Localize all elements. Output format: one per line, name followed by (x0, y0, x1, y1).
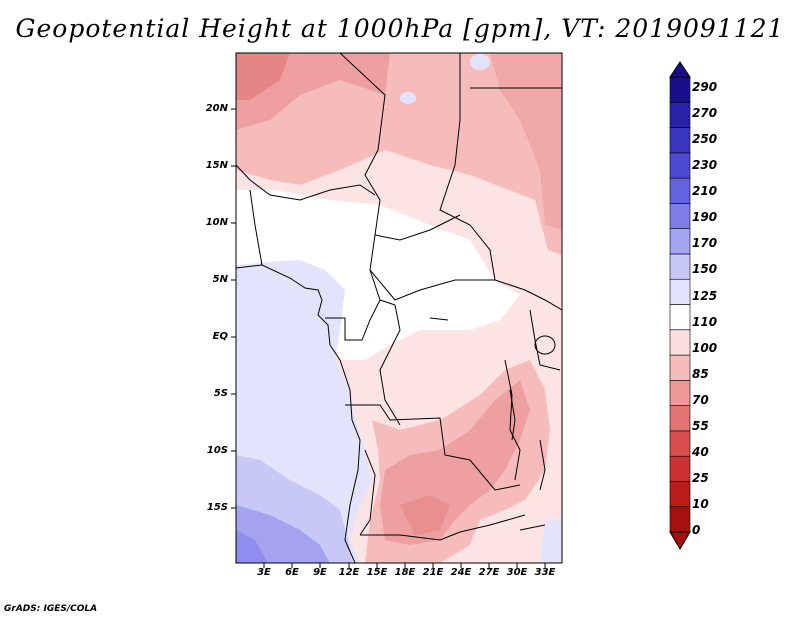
lon-label: 30E (506, 567, 528, 578)
border-angola-namibia (359, 449, 376, 536)
colorbar-segment (669, 430, 691, 457)
colorbar-segment (669, 152, 691, 179)
colorbar-segment (669, 329, 691, 356)
field-blue-spot (470, 54, 490, 70)
border-nigeria-west (249, 189, 263, 266)
border-car-north (374, 214, 461, 241)
colorbar-segment (669, 76, 691, 103)
lon-label: 3E (257, 567, 271, 578)
lake-kariba (519, 524, 546, 531)
lake-victoria (534, 335, 556, 355)
field-south-max (400, 495, 450, 535)
colorbar-label: 0 (692, 523, 701, 537)
border-niger-chad (339, 53, 396, 306)
lat-label: 10S (206, 445, 228, 456)
colorbar-segment (669, 354, 691, 381)
lon-label: 15E (366, 567, 388, 578)
colorbar-label: 150 (692, 262, 718, 276)
field-northeast-high (490, 53, 562, 230)
lon-label: 33E (534, 567, 556, 578)
lon-label: 18E (394, 567, 416, 578)
lat-label: 15S (206, 502, 228, 513)
border-lakes (504, 359, 521, 481)
lon-label: 24E (450, 567, 472, 578)
credit-text: GrADS: IGES/COLA (4, 604, 98, 614)
colorbar-label: 10 (692, 497, 709, 511)
colorbar-segment (669, 127, 691, 154)
colorbar-segment (669, 101, 691, 128)
colorbar-top-arrow (669, 61, 691, 78)
colorbar-segment (669, 177, 691, 204)
border-gabon (325, 299, 381, 341)
lat-label: 5N (212, 274, 228, 285)
lakes (429, 317, 556, 531)
colorbar-label: 100 (692, 341, 718, 355)
colorbar-label: 25 (692, 471, 709, 485)
colorbar-label: 290 (692, 80, 718, 94)
colorbar-label: 110 (692, 315, 718, 329)
lat-label: 15N (205, 160, 228, 171)
border-car-south (369, 269, 495, 301)
colorbar-segment (669, 228, 691, 255)
field-northwest-max (236, 53, 290, 100)
lat-label: 5S (213, 388, 228, 399)
colorbar-segment (669, 304, 691, 331)
colorbar-segment (669, 506, 691, 533)
colorbar-segment (669, 455, 691, 482)
lon-label: 9E (313, 567, 327, 578)
colorbar-segment (669, 278, 691, 305)
lon-label: 12E (338, 567, 360, 578)
border-east-africa (529, 309, 561, 371)
colorbar (669, 61, 691, 550)
colorbar-segment (669, 203, 691, 229)
axis-ticks (231, 108, 546, 568)
colorbar-label: 70 (692, 393, 709, 407)
colorbar-label: 85 (692, 367, 709, 381)
colorbar-segment (669, 380, 691, 406)
field-ocean-deepest (236, 530, 268, 563)
map-frame (235, 52, 563, 564)
plot-title: Geopotential Height at 1000hPa [gpm], VT… (15, 14, 785, 43)
lake-tanganyika (509, 389, 516, 441)
border-congo (379, 304, 401, 426)
lat-label: 20N (205, 103, 228, 114)
border-sahel (236, 164, 376, 201)
lake-malawi (539, 439, 546, 491)
lat-label: 10N (205, 217, 228, 228)
field-blue-spot (400, 92, 416, 104)
colorbar-label: 55 (692, 419, 709, 433)
colorbar-segment (669, 253, 691, 280)
colorbar-segment (669, 405, 691, 432)
borders (236, 53, 562, 563)
colorbar-label: 250 (692, 132, 718, 146)
colorbar-label: 190 (692, 210, 718, 224)
lon-label: 6E (285, 567, 299, 578)
field-north-band (236, 53, 562, 255)
field-southeast-blue (540, 520, 562, 563)
colorbar-label: 170 (692, 236, 718, 250)
border-southern (360, 514, 526, 541)
colorbar-label: 125 (692, 289, 718, 303)
colorbar-label: 270 (692, 106, 718, 120)
colorbar-label: 230 (692, 158, 718, 172)
shaded-field (236, 53, 562, 563)
lon-label: 27E (478, 567, 500, 578)
colorbar-bottom-arrow (669, 531, 691, 550)
colorbar-label: 210 (692, 184, 718, 198)
coastline (236, 264, 361, 563)
field-central-white (236, 190, 520, 360)
border-chad-sudan (439, 53, 562, 311)
lon-label: 21E (422, 567, 444, 578)
border-angola-drc (345, 404, 521, 491)
lat-label: EQ (212, 331, 228, 342)
colorbar-label: 40 (692, 445, 709, 459)
colorbar-segment (669, 481, 691, 508)
lake-congo (429, 317, 449, 321)
